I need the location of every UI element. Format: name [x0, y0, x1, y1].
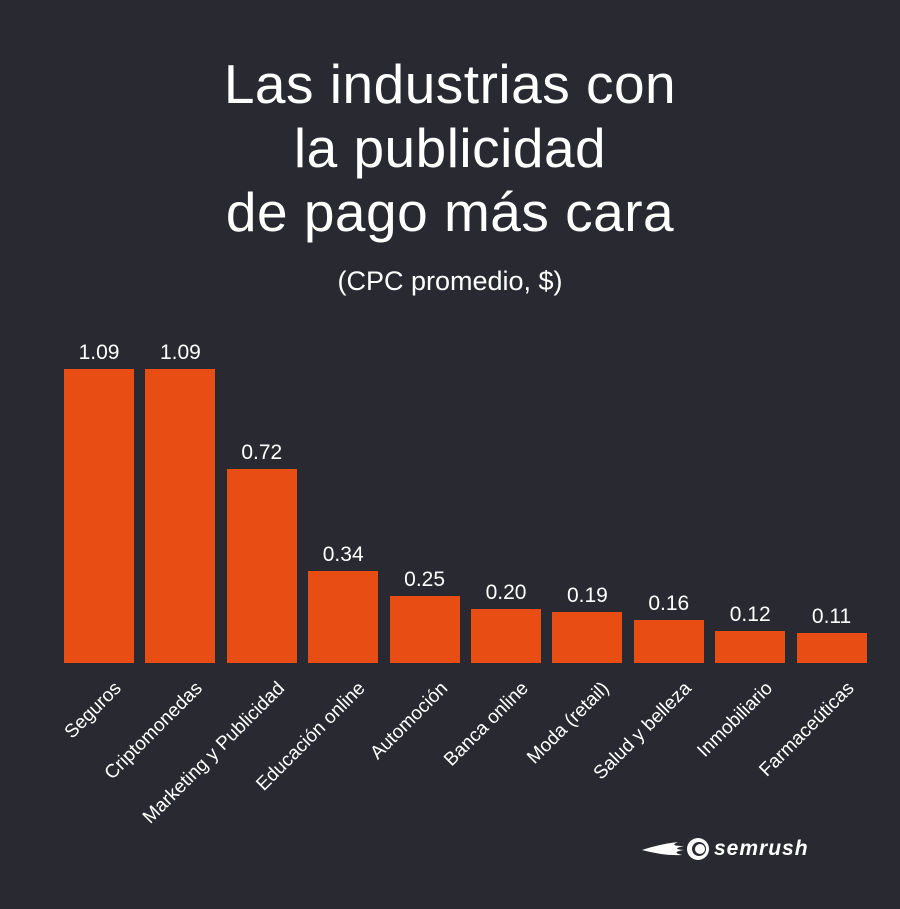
value-label: 1.09: [78, 341, 120, 364]
bar-8: [715, 630, 786, 663]
semrush-fireball-icon: [642, 838, 709, 860]
semrush-logo: semrush: [640, 836, 809, 862]
bar-6: [552, 611, 623, 663]
title-line-1: Las industrias con: [223, 53, 677, 115]
bar-2: [226, 468, 297, 663]
category-label: Automoción: [365, 678, 452, 764]
bar-5: [471, 609, 541, 663]
chart-subtitle: (CPC promedio, $): [337, 266, 563, 296]
category-label: Inmobiliario: [693, 678, 778, 762]
bar-4: [389, 595, 460, 663]
value-label: 0.12: [729, 602, 771, 626]
value-label: 0.20: [485, 581, 527, 605]
bar-0: [64, 369, 134, 663]
chart-title: Las industrias con la publicidad de pago…: [0, 52, 900, 244]
value-label: 0.11: [811, 605, 852, 629]
title-line-2: la publicidad: [293, 117, 607, 179]
bar-3: [308, 571, 379, 663]
title-line-3: de pago más cara: [225, 181, 675, 243]
category-label: Seguros: [60, 678, 126, 743]
bar-9: [796, 633, 867, 663]
category-label: Banca online: [440, 678, 533, 771]
value-label: 0.72: [241, 440, 283, 464]
value-label: 0.25: [404, 567, 446, 591]
value-label: 0.34: [322, 543, 364, 567]
value-label: 1.09: [159, 341, 201, 364]
category-label: Marketing y Publicidad: [138, 678, 289, 829]
bar-1: [145, 369, 216, 663]
bar-7: [633, 619, 704, 663]
category-label: Moda (retail): [523, 678, 614, 769]
semrush-logo-text: semrush: [714, 837, 809, 860]
value-label: 0.16: [648, 591, 690, 615]
value-label: 0.19: [566, 583, 608, 607]
